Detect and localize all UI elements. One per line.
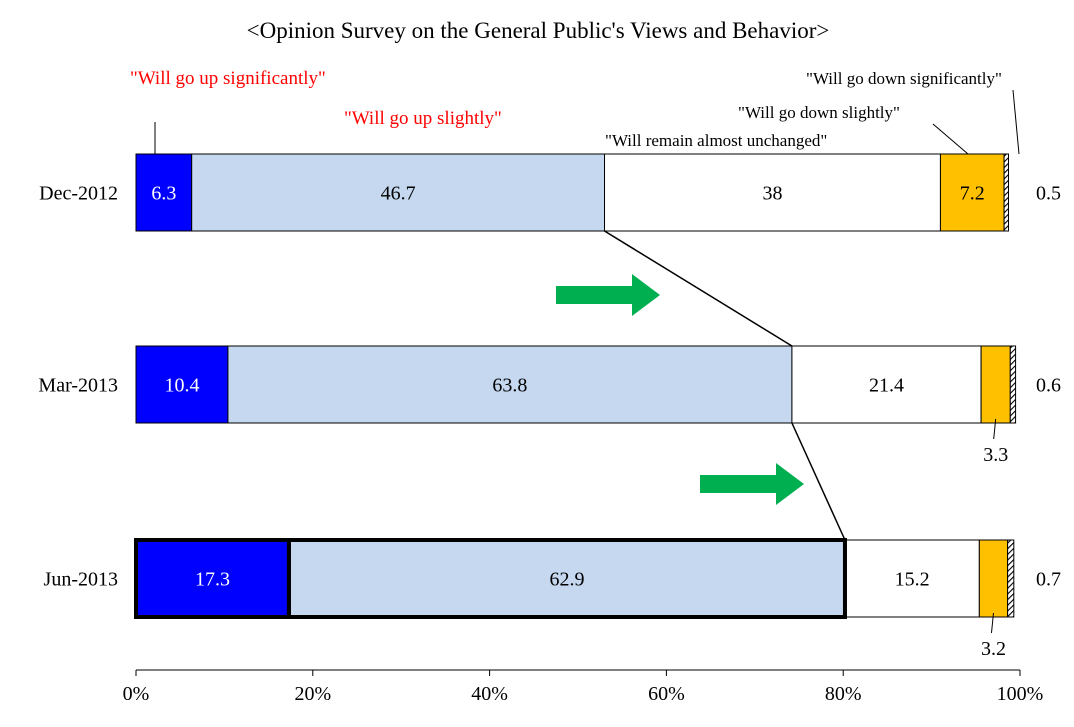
bar-segment-0-3 (939, 153, 1005, 232)
leader-line (993, 418, 997, 440)
legend-leader (1012, 89, 1020, 155)
x-tick-label: 60% (648, 683, 685, 705)
legend-label: "Will go down significantly" (806, 69, 1002, 88)
plot-area: Dec-2012 6.3 46.7 38 7.2 0.5 Mar-2013 10.4 63.8 2… (38, 68, 1061, 705)
bar-segment-1-2 (791, 345, 982, 424)
connector-line (791, 422, 846, 541)
data-label: 3.2 (981, 638, 1006, 660)
bar-segment-1-4 (1009, 345, 1017, 424)
green-arrow-icon (556, 274, 660, 316)
chart-title: <Opinion Survey on the General Public's … (247, 18, 830, 43)
x-tick-label: 80% (825, 683, 862, 705)
data-label: 21.4 (869, 375, 904, 397)
legend-label: "Will go down slightly" (738, 103, 900, 122)
data-label: 38 (762, 183, 782, 205)
data-label: 3.3 (983, 444, 1008, 466)
data-label: 15.2 (895, 569, 930, 591)
data-label: 63.8 (492, 375, 527, 397)
legend-leader (932, 123, 969, 155)
category-label: Dec-2012 (39, 183, 118, 205)
green-arrow-icon (700, 463, 804, 505)
x-tick-label: 100% (997, 683, 1044, 705)
legend-label: "Will go up significantly" (130, 68, 326, 89)
bar-segment-1-1 (227, 345, 793, 424)
category-label: Jun-2013 (44, 569, 118, 591)
legend-label: "Will remain almost unchanged" (605, 131, 827, 150)
data-label: 0.6 (1036, 375, 1061, 397)
data-label: 6.3 (151, 183, 176, 205)
bar-segment-0-1 (191, 153, 606, 232)
data-label: 62.9 (549, 569, 584, 591)
leader-line (990, 612, 994, 634)
connector-line (604, 230, 793, 347)
bar-segment-2-3 (978, 539, 1009, 618)
x-tick-label: 20% (294, 683, 331, 705)
x-tick-label: 40% (471, 683, 508, 705)
bar-segment-2-0 (135, 539, 290, 618)
bar-segment-2-4 (1007, 539, 1015, 618)
bar-segment-1-0 (135, 345, 229, 424)
bar-segment-2-2 (844, 539, 980, 618)
data-label: 0.7 (1036, 569, 1061, 591)
bar-segment-1-3 (980, 345, 1011, 424)
data-label: 46.7 (381, 183, 416, 205)
data-label: 7.2 (960, 183, 985, 205)
data-label: 0.5 (1036, 183, 1061, 205)
legend-label: "Will go up slightly" (344, 108, 502, 129)
category-label: Mar-2013 (38, 375, 118, 397)
bar-segment-0-0 (135, 153, 193, 232)
bar-segment-0-2 (604, 153, 941, 232)
bar-segment-0-4 (1003, 153, 1010, 232)
data-label: 10.4 (164, 375, 199, 397)
data-label: 17.3 (195, 569, 230, 591)
highlight-outline (286, 538, 847, 619)
x-tick-label: 0% (123, 683, 150, 705)
